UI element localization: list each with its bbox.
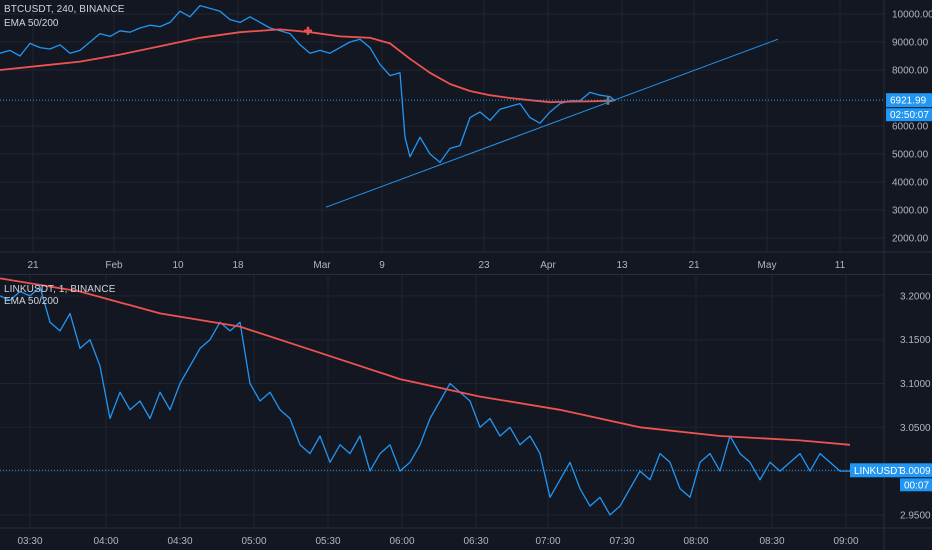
- link-y-tick-label: 2.9500: [900, 510, 931, 521]
- link-grid: [0, 274, 884, 528]
- btc-x-tick-label: 23: [478, 260, 490, 271]
- link-price-axis[interactable]: 3.2000 3.1500 3.1000 3.0500 2.9500: [883, 274, 931, 550]
- btc-timer-badge-text: 02:50:07: [890, 110, 929, 121]
- btc-badges: 6921.99 02:50:07: [886, 93, 932, 122]
- link-y-tick-label: 3.1000: [900, 379, 931, 390]
- btc-ema-line: [0, 28, 616, 104]
- link-time-axis[interactable]: 03:30 04:00 04:30 05:00 05:30 06:00 06:30 07:00…: [0, 527, 932, 547]
- btc-y-tick-label: 6000.00: [892, 122, 929, 133]
- btc-x-tick-label: 21: [27, 260, 39, 271]
- link-x-tick-label: 05:00: [241, 536, 266, 547]
- btc-x-tick-label: Feb: [105, 260, 123, 271]
- btc-y-tick-label: 5000.00: [892, 150, 929, 161]
- link-x-tick-label: 05:30: [315, 536, 340, 547]
- btc-y-tick-label: 3000.00: [892, 206, 929, 217]
- btc-indicator-label[interactable]: EMA 50/200: [4, 18, 59, 29]
- link-y-tick-label: 3.2000: [900, 291, 931, 302]
- btc-price-axis[interactable]: 10000.00 9000.00 8000.00 6000.00 5000.00 4000…: [883, 0, 932, 274]
- link-indicator-label[interactable]: EMA 50/200: [4, 296, 59, 307]
- btc-symbol-label[interactable]: BTCUSDT, 240, BINANCE: [4, 4, 125, 15]
- btc-death-cross-marker: [304, 26, 312, 35]
- btc-chart-panel[interactable]: 10000.00 9000.00 8000.00 6000.00 5000.00 4000…: [0, 0, 932, 274]
- link-x-tick-label: 04:30: [167, 536, 192, 547]
- link-x-tick-label: 07:00: [535, 536, 560, 547]
- btc-price-badge-bg: [886, 93, 932, 108]
- btc-golden-cross-marker: [604, 96, 612, 105]
- link-timer-badge-bg: [900, 478, 932, 492]
- btc-y-tick-label: 2000.00: [892, 234, 929, 245]
- link-timer-badge-text: 00:07: [904, 480, 929, 491]
- btc-x-tick-label: 18: [232, 260, 244, 271]
- btc-y-tick-label: 4000.00: [892, 178, 929, 189]
- btc-x-tick-label: 13: [616, 260, 628, 271]
- btc-x-tick-label: 11: [835, 260, 846, 271]
- link-price-badge-text: 3.0009: [900, 466, 931, 477]
- btc-x-tick-label: Mar: [313, 260, 331, 271]
- link-y-tick-label: 3.0500: [900, 423, 931, 434]
- pane-divider[interactable]: [0, 274, 932, 275]
- btc-chart-svg[interactable]: 10000.00 9000.00 8000.00 6000.00 5000.00 4000…: [0, 0, 932, 274]
- btc-trendline: [325, 38, 779, 208]
- btc-x-tick-label: Apr: [540, 260, 556, 271]
- link-x-tick-label: 06:30: [463, 536, 488, 547]
- btc-y-tick-label: 10000.00: [892, 10, 932, 21]
- btc-x-tick-label: May: [758, 260, 777, 271]
- btc-series-group: [0, 4, 884, 208]
- btc-y-tick-label: 8000.00: [892, 66, 929, 77]
- btc-price-badge-text: 6921.99: [890, 96, 927, 107]
- link-x-tick-label: 03:30: [17, 536, 42, 547]
- link-series-group: [0, 277, 884, 516]
- btc-x-tick-label: 21: [688, 260, 700, 271]
- btc-time-axis[interactable]: 21 Feb 10 18 Mar 9 23 Apr 13 21 May 11: [0, 251, 932, 271]
- link-y-tick-label: 3.1500: [900, 335, 931, 346]
- link-price-badge-symbol: LINKUSDT: [854, 466, 903, 477]
- link-symbol-label[interactable]: LINKUSDT, 1, BINANCE: [4, 284, 116, 295]
- btc-price-line: [0, 4, 616, 164]
- btc-y-tick-label: 9000.00: [892, 38, 929, 49]
- link-x-tick-label: 09:00: [833, 536, 858, 547]
- link-x-tick-label: 06:00: [389, 536, 414, 547]
- btc-grid: [0, 0, 884, 252]
- btc-x-tick-label: 9: [379, 260, 385, 271]
- link-x-tick-label: 08:30: [759, 536, 784, 547]
- link-chart-svg[interactable]: 3.2000 3.1500 3.1000 3.0500 2.9500 03:30 04:0…: [0, 274, 932, 550]
- link-x-tick-label: 08:00: [683, 536, 708, 547]
- link-chart-panel[interactable]: 3.2000 3.1500 3.1000 3.0500 2.9500 03:30 04:0…: [0, 274, 932, 550]
- link-x-tick-label: 04:00: [93, 536, 118, 547]
- link-x-tick-label: 07:30: [609, 536, 634, 547]
- btc-x-tick-label: 10: [172, 260, 184, 271]
- link-price-badge-bg: [850, 463, 932, 478]
- link-price-line: [0, 286, 850, 516]
- btc-timer-badge-bg: [886, 108, 932, 122]
- link-ema-line: [0, 277, 851, 446]
